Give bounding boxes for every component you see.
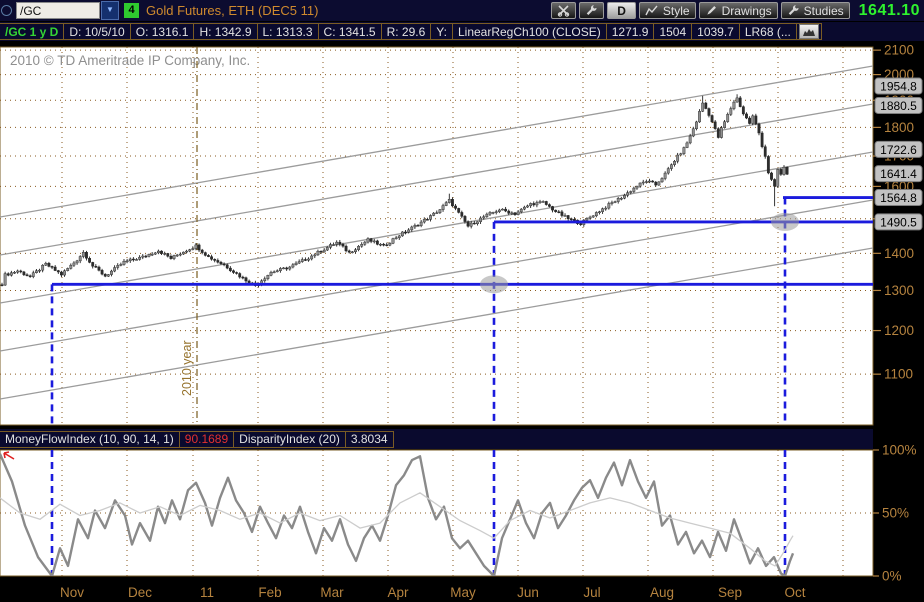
copyright-text: 2010 © TD Ameritrade IP Company, Inc. <box>10 53 250 68</box>
last-price-readout: 1641.10 <box>858 1 920 19</box>
price-bubble: 1722.6 <box>880 143 917 157</box>
svg-text:2100: 2100 <box>884 43 914 58</box>
lower-studies-bar: MoneyFlowIndex (10, 90, 14, 1) 90.1689 Dis… <box>0 429 873 449</box>
svg-text:1200: 1200 <box>884 323 914 338</box>
ohlc-segment-1: D: 10/5/10 <box>63 23 131 40</box>
month-label: Feb <box>258 585 281 600</box>
svg-text:1400: 1400 <box>884 246 914 261</box>
price-bubble: 1490.5 <box>880 215 917 229</box>
month-label: Jun <box>517 585 539 600</box>
month-label: May <box>450 585 476 600</box>
ohlc-segment-0[interactable]: /GC 1 y D <box>0 23 65 40</box>
ohlc-segment-7: Y: <box>430 23 453 40</box>
ohlc-segment-12[interactable]: LR68 (... <box>738 23 797 40</box>
svg-text:100%: 100% <box>882 443 917 458</box>
month-label: Dec <box>128 585 152 600</box>
drawings-button-label: Drawings <box>721 3 772 18</box>
upper-plot-area[interactable] <box>0 46 874 426</box>
month-label: Oct <box>784 585 805 600</box>
chart-toolbar: ▼ 4 Gold Futures, ETH (DEC5 11) D <box>0 0 924 22</box>
chart-line-icon <box>645 5 658 15</box>
study-segment-0[interactable]: MoneyFlowIndex (10, 90, 14, 1) <box>0 430 180 448</box>
ohlc-segment-8[interactable]: LinearRegCh100 (CLOSE) <box>451 23 607 40</box>
style-button-label: Style <box>662 3 690 18</box>
intersection-ellipse-marker[interactable] <box>771 212 799 231</box>
month-label: Sep <box>718 585 742 600</box>
month-label: Jul <box>583 585 600 600</box>
ohlc-segment-5: C: 1341.5 <box>317 23 382 40</box>
mini-chart-icon[interactable] <box>798 24 819 39</box>
instrument-title: Gold Futures, ETH (DEC5 11) <box>146 3 319 18</box>
ohlc-segment-10: 1504 <box>653 23 693 40</box>
blue-drawing-set[interactable] <box>50 196 873 576</box>
studies-wrench-icon <box>788 5 799 15</box>
style-button[interactable]: Style <box>638 2 696 19</box>
link-channel-badge[interactable]: 4 <box>124 3 139 18</box>
price-bubble: 1954.8 <box>880 80 917 94</box>
scissors-icon <box>558 5 570 17</box>
ohlc-segment-4: L: 1313.3 <box>256 23 319 40</box>
drawings-button[interactable]: Drawings <box>698 2 778 19</box>
month-label: Aug <box>650 585 674 600</box>
intersection-ellipse-marker[interactable] <box>480 275 508 294</box>
ohlc-segment-3: H: 1342.9 <box>193 23 258 40</box>
svg-text:0%: 0% <box>882 569 902 584</box>
svg-text:1300: 1300 <box>884 283 914 298</box>
month-label: Apr <box>387 585 409 600</box>
price-bubble: 1880.5 <box>880 99 917 113</box>
cursor-tool-button[interactable] <box>551 2 577 19</box>
symbol-input[interactable] <box>16 2 100 19</box>
ohlc-segment-2: O: 1316.1 <box>129 23 195 40</box>
study-quick-chart-segment <box>795 23 822 40</box>
study-segment-1: 90.1689 <box>178 430 235 448</box>
price-axis: 2100200019001800170016001500140013001200… <box>60 43 923 600</box>
DisparityIndex-line <box>0 492 794 567</box>
window-grip-icon <box>1 5 12 16</box>
ohlc-readout-bar: /GC 1 y D D: 10/5/10 O: 1316.1 H: 1342.9 L: … <box>0 22 924 41</box>
study-alert-arrow-icon <box>3 451 15 460</box>
chart-settings-button[interactable] <box>579 2 605 19</box>
MoneyFlowIndex-line <box>0 453 795 576</box>
studies-button[interactable]: Studies <box>780 2 850 19</box>
month-label: Mar <box>320 585 344 600</box>
study-segment-3: 3.8034 <box>344 430 394 448</box>
svg-text:1100: 1100 <box>884 367 913 382</box>
ohlc-segment-9: 1271.9 <box>605 23 655 40</box>
wrench-icon <box>587 5 597 15</box>
price-bubble: 1641.4 <box>880 167 917 181</box>
toolbar-buttons: D Style Drawings Studies 1641.10 <box>551 2 924 20</box>
linear-regression-channel <box>0 65 873 400</box>
month-label: Nov <box>60 585 84 600</box>
price-bubble: 1564.8 <box>880 191 917 205</box>
study-segment-2[interactable]: DisparityIndex (20) <box>233 430 346 448</box>
lower-study-lines <box>0 453 795 576</box>
ohlc-segment-6: R: 29.6 <box>380 23 432 40</box>
candlestick-series <box>0 94 789 288</box>
month-label: 11 <box>200 585 214 600</box>
svg-text:50%: 50% <box>882 506 909 521</box>
year-boundary-label: 2010 year <box>180 340 194 396</box>
timeframe-button[interactable]: D <box>607 2 636 19</box>
ohlc-segment-11: 1039.7 <box>691 23 740 40</box>
chart-canvas[interactable]: 2010 © TD Ameritrade IP Company, Inc. 201… <box>0 41 924 602</box>
studies-button-label: Studies <box>803 3 844 18</box>
symbol-dropdown-button[interactable]: ▼ <box>101 1 119 20</box>
pencil-icon <box>706 6 716 15</box>
svg-text:1800: 1800 <box>884 120 914 135</box>
